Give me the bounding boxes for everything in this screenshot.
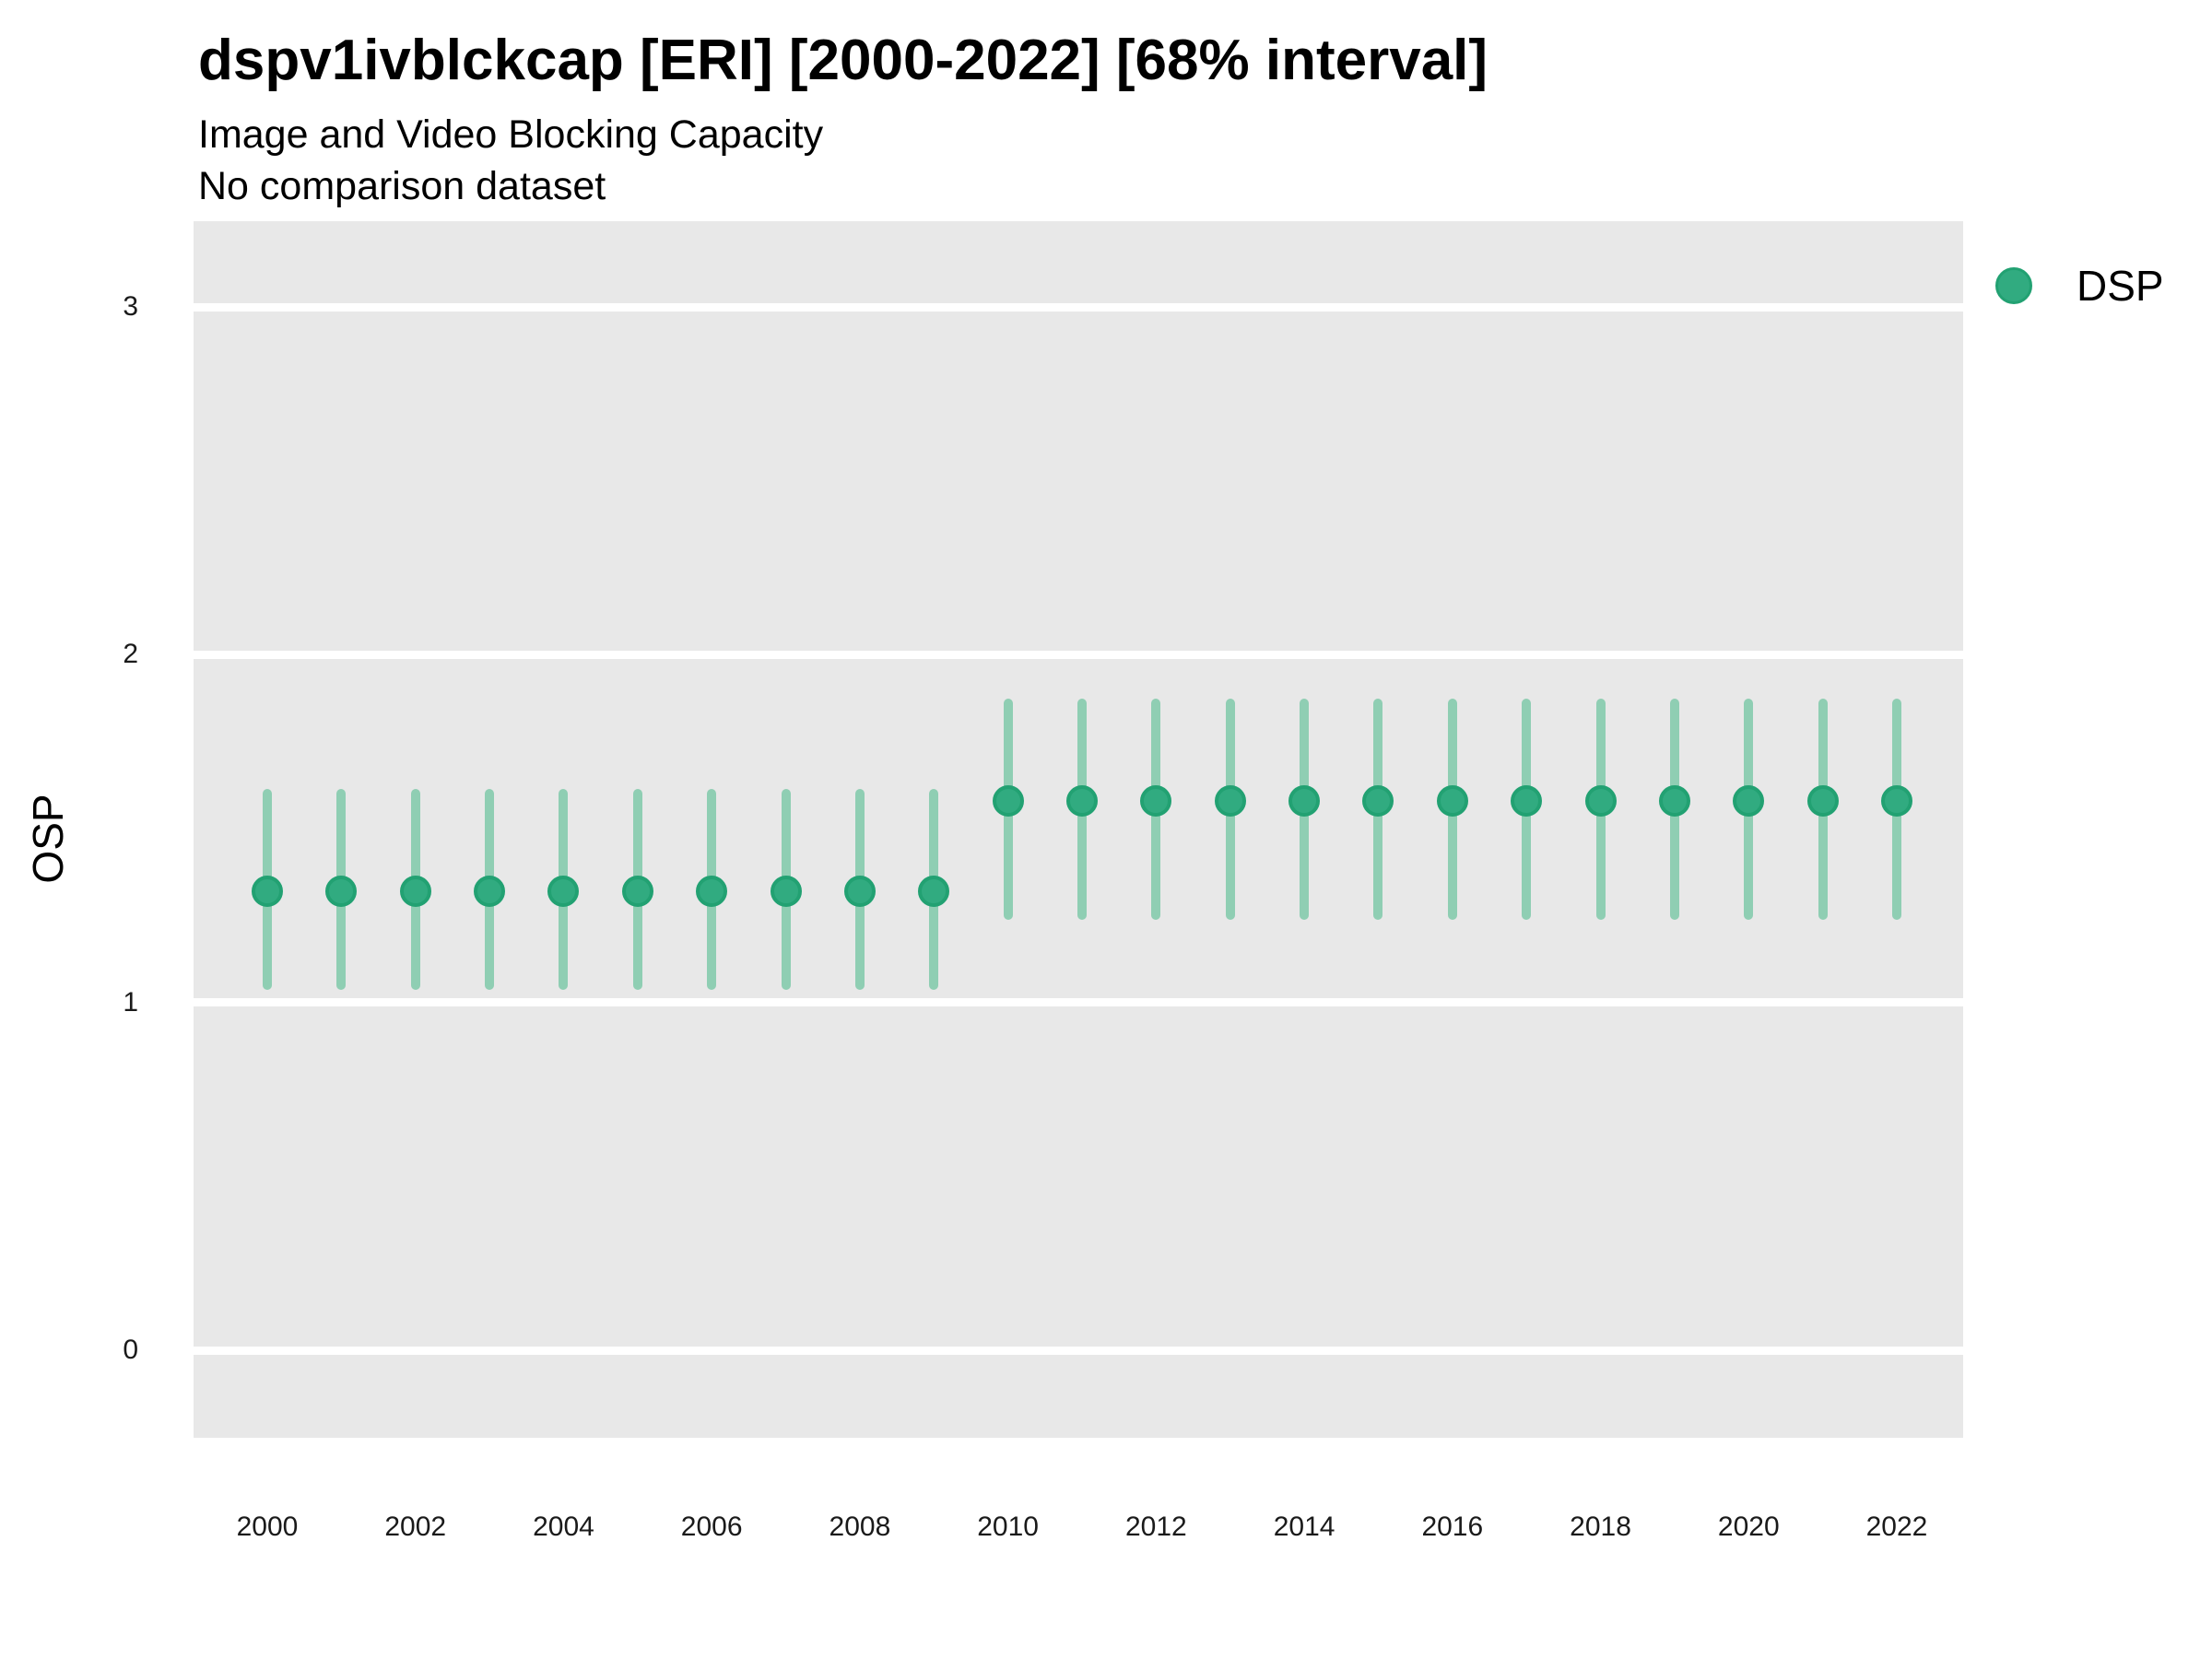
point-marker-2002 bbox=[399, 875, 431, 907]
point-marker-2012 bbox=[1140, 784, 1172, 817]
point-marker-2006 bbox=[696, 875, 728, 907]
point-marker-2020 bbox=[1733, 784, 1765, 817]
point-marker-2016 bbox=[1436, 784, 1468, 817]
point-marker-2005 bbox=[621, 875, 653, 907]
point-marker-2021 bbox=[1806, 784, 1839, 817]
gridline-y-1 bbox=[194, 998, 1963, 1007]
plot-panel bbox=[194, 221, 1963, 1438]
y-axis-title: OSP bbox=[24, 794, 72, 884]
point-marker-2008 bbox=[843, 875, 876, 907]
chart-note: No comparison dataset bbox=[198, 164, 606, 208]
x-tick-label-2022: 2022 bbox=[1865, 1512, 1928, 1542]
point-marker-2014 bbox=[1288, 784, 1321, 817]
legend-label: DSP bbox=[2077, 262, 2164, 310]
y-tick-label-2: 2 bbox=[123, 639, 138, 670]
point-marker-2010 bbox=[992, 784, 1024, 817]
x-tick-label-2020: 2020 bbox=[1717, 1512, 1780, 1542]
x-tick-label-2000: 2000 bbox=[236, 1512, 299, 1542]
x-tick-label-2008: 2008 bbox=[829, 1512, 891, 1542]
gridline-y-3 bbox=[194, 302, 1963, 312]
point-marker-2000 bbox=[252, 875, 283, 907]
x-tick-label-2010: 2010 bbox=[977, 1512, 1039, 1542]
point-marker-2007 bbox=[770, 875, 802, 907]
point-marker-2013 bbox=[1214, 784, 1246, 817]
point-marker-2019 bbox=[1658, 784, 1690, 817]
y-tick-label-0: 0 bbox=[123, 1335, 138, 1365]
legend-dot-icon bbox=[1995, 267, 2032, 304]
gridline-y-0 bbox=[194, 1346, 1963, 1355]
point-marker-2015 bbox=[1362, 784, 1394, 817]
y-tick-label-3: 3 bbox=[123, 291, 138, 322]
x-tick-label-2002: 2002 bbox=[384, 1512, 447, 1542]
point-marker-2004 bbox=[547, 875, 580, 907]
chart-title: dspv1ivblckcap [ERI] [2000-2022] [68% in… bbox=[198, 29, 1488, 92]
x-tick-label-2014: 2014 bbox=[1273, 1512, 1335, 1542]
point-marker-2009 bbox=[918, 875, 950, 907]
x-tick-label-2004: 2004 bbox=[533, 1512, 594, 1542]
point-marker-2003 bbox=[474, 875, 506, 907]
gridline-y-2 bbox=[194, 650, 1963, 659]
point-marker-2017 bbox=[1511, 784, 1543, 817]
y-tick-label-1: 1 bbox=[123, 986, 138, 1018]
legend: DSP bbox=[1995, 261, 2164, 311]
point-marker-2018 bbox=[1584, 784, 1617, 817]
point-marker-2022 bbox=[1880, 784, 1912, 817]
point-marker-2011 bbox=[1065, 784, 1098, 817]
x-tick-label-2012: 2012 bbox=[1124, 1512, 1187, 1542]
x-tick-label-2018: 2018 bbox=[1570, 1512, 1631, 1542]
point-marker-2001 bbox=[325, 875, 358, 907]
x-tick-label-2006: 2006 bbox=[680, 1512, 743, 1542]
chart-subtitle: Image and Video Blocking Capacity bbox=[198, 112, 824, 157]
x-tick-label-2016: 2016 bbox=[1421, 1512, 1484, 1542]
